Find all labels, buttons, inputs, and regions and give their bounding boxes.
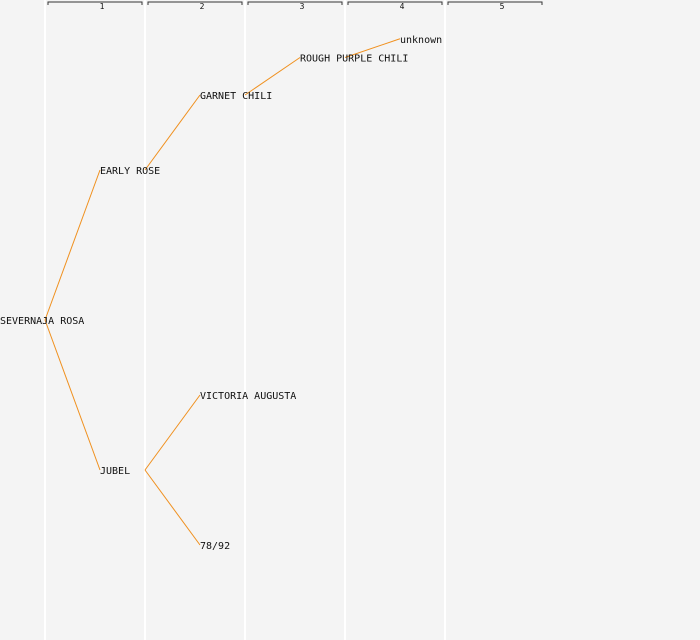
pedigree-nodes: unknown ROUGH PURPLE CHILI GARNET CHILI EAR… bbox=[0, 35, 442, 552]
generation-bracket bbox=[147, 1, 243, 5]
generation-header: 1 2 3 4 5 bbox=[47, 1, 543, 11]
pedigree-edges bbox=[44, 38, 401, 546]
node-severnaja-rosa[interactable]: SEVERNAJA ROSA bbox=[0, 316, 84, 327]
generation-number: 4 bbox=[400, 2, 405, 11]
edge-severnaja-rosa-to-jubel bbox=[44, 319, 101, 471]
generation-column-lines bbox=[44, 0, 446, 640]
node-early-rose[interactable]: EARLY ROSE bbox=[100, 166, 160, 177]
generation-bracket bbox=[347, 1, 443, 5]
node-unknown[interactable]: unknown bbox=[400, 35, 442, 46]
node-rough-purple-chili[interactable]: ROUGH PURPLE CHILI bbox=[300, 54, 408, 65]
edge-early-rose-to-garnet-chili bbox=[144, 94, 201, 171]
node-victoria-augusta[interactable]: VICTORIA AUGUSTA bbox=[200, 391, 296, 402]
node-78-92[interactable]: 78/92 bbox=[200, 541, 230, 552]
generation-number: 2 bbox=[200, 2, 205, 11]
generation-bracket bbox=[47, 1, 143, 5]
generation-number: 1 bbox=[100, 2, 105, 11]
generation-number: 3 bbox=[300, 2, 305, 11]
edge-severnaja-rosa-to-early-rose bbox=[44, 169, 101, 321]
generation-number: 5 bbox=[500, 2, 505, 11]
edge-garnet-chili-to-rough-purple-chili bbox=[244, 57, 301, 96]
edge-rough-purple-chili-to-unknown bbox=[344, 38, 401, 58]
generation-bracket bbox=[447, 1, 543, 5]
node-jubel[interactable]: JUBEL bbox=[100, 466, 130, 477]
edge-jubel-to-victoria-augusta bbox=[144, 394, 201, 471]
node-garnet-chili[interactable]: GARNET CHILI bbox=[200, 91, 272, 102]
generation-bracket bbox=[247, 1, 343, 5]
edge-jubel-to-78-92 bbox=[144, 469, 201, 546]
